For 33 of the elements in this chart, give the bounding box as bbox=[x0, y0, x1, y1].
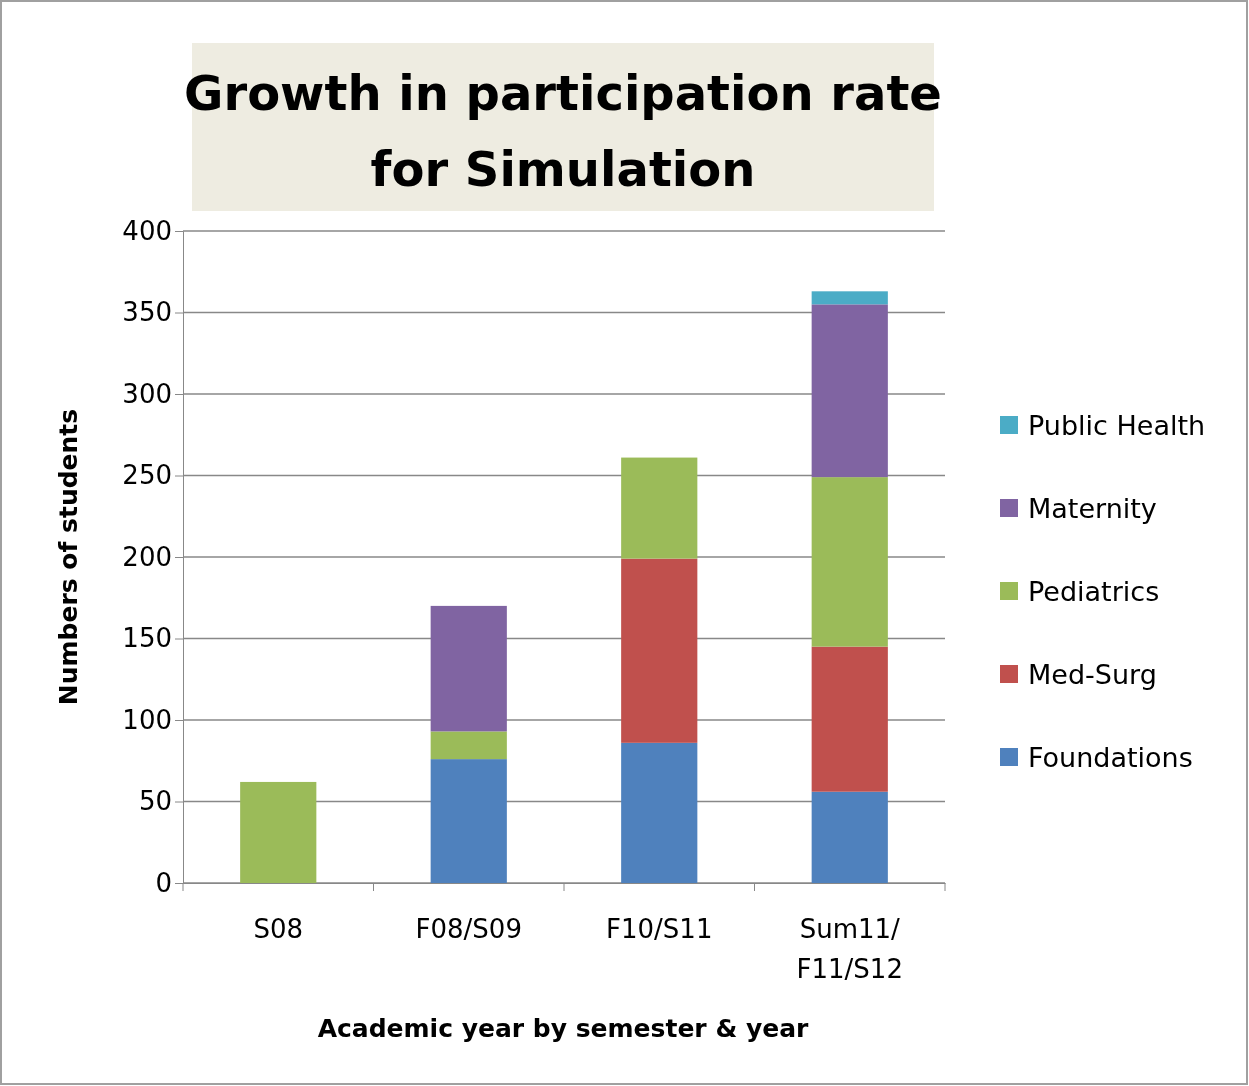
bar bbox=[430, 731, 507, 760]
bar bbox=[430, 759, 507, 883]
y-tick-label: 300 bbox=[122, 378, 172, 409]
y-tick-label: 50 bbox=[138, 786, 172, 817]
y-tick-label: 400 bbox=[122, 215, 172, 246]
x-tick-label: Sum11/ F11/S12 bbox=[796, 914, 903, 984]
bar bbox=[811, 291, 888, 305]
x-tick-label: F08/S09 bbox=[415, 914, 522, 944]
legend-label: Med-Surg bbox=[1028, 659, 1157, 690]
legend-label: Pediatrics bbox=[1028, 576, 1160, 607]
bar bbox=[811, 646, 888, 792]
y-tick-label: 100 bbox=[122, 704, 172, 735]
legend-label: Foundations bbox=[1028, 742, 1193, 773]
bar bbox=[811, 304, 888, 478]
bar bbox=[240, 781, 317, 883]
y-tick-label: 250 bbox=[122, 460, 172, 491]
bar bbox=[621, 457, 698, 559]
x-tick-label: S08 bbox=[253, 914, 304, 944]
legend-label: Maternity bbox=[1028, 493, 1157, 524]
bar bbox=[811, 477, 888, 647]
bar bbox=[621, 742, 698, 883]
chart-title: Growth in participation rate for Simulation bbox=[184, 65, 942, 197]
y-axis-title: Numbers of students bbox=[54, 408, 83, 706]
bar bbox=[811, 791, 888, 883]
legend-label: Public Health bbox=[1028, 410, 1206, 441]
y-tick-label: 200 bbox=[122, 541, 172, 572]
x-tick-label: F10/S11 bbox=[606, 914, 713, 944]
y-tick-label: 0 bbox=[155, 867, 172, 898]
bar bbox=[621, 558, 698, 743]
bar bbox=[430, 605, 507, 732]
y-tick-label: 350 bbox=[122, 297, 172, 328]
x-axis-title: Academic year by semester & year bbox=[317, 1014, 810, 1043]
y-tick-label: 150 bbox=[122, 623, 172, 654]
